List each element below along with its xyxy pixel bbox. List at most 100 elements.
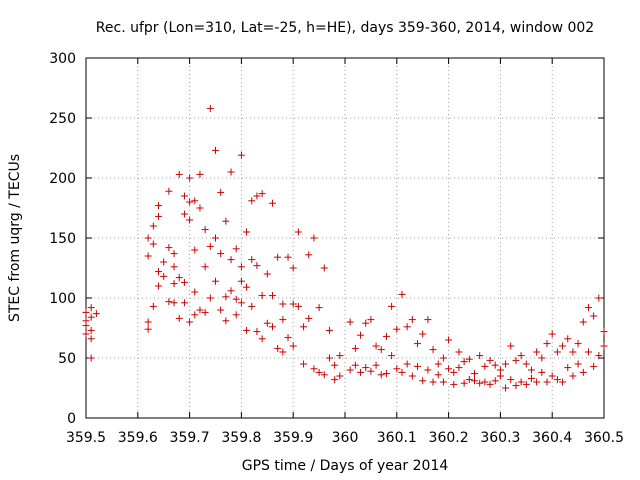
data-point	[584, 348, 592, 356]
data-point	[253, 328, 261, 336]
data-point	[92, 310, 100, 318]
data-point	[227, 287, 235, 295]
data-point	[367, 316, 375, 324]
data-point	[496, 372, 504, 380]
y-axis-label: STEC from uqrg / TECUs	[7, 154, 23, 322]
data-point	[481, 378, 489, 386]
data-point	[284, 334, 292, 342]
data-point	[372, 361, 380, 369]
data-point	[564, 335, 572, 343]
data-point	[196, 204, 204, 212]
data-point	[191, 246, 199, 254]
data-point	[206, 104, 214, 112]
data-point	[502, 360, 510, 368]
data-point	[206, 294, 214, 302]
data-point	[476, 379, 484, 387]
data-point	[533, 378, 541, 386]
data-point	[248, 302, 256, 310]
data-point	[434, 371, 442, 379]
data-point	[382, 370, 390, 378]
y-tick-label: 250	[49, 111, 76, 127]
y-tick-label: 200	[49, 171, 76, 187]
data-point	[155, 202, 163, 210]
data-point	[424, 366, 432, 374]
data-point	[320, 371, 328, 379]
data-point	[289, 342, 297, 350]
data-point	[559, 378, 567, 386]
data-point	[388, 352, 396, 360]
data-point	[491, 361, 499, 369]
data-points	[82, 104, 608, 392]
data-point	[160, 272, 168, 280]
data-point	[517, 352, 525, 360]
data-point	[315, 304, 323, 312]
x-tick-label: 360.2	[429, 430, 469, 446]
data-point	[258, 292, 266, 300]
data-point	[408, 372, 416, 380]
data-point	[263, 319, 271, 327]
data-point	[180, 278, 188, 286]
data-point	[268, 292, 276, 300]
data-point	[149, 302, 157, 310]
data-point	[445, 336, 453, 344]
data-point	[548, 372, 556, 380]
data-point	[351, 361, 359, 369]
data-point	[268, 323, 276, 331]
data-point	[486, 380, 494, 388]
data-point	[538, 368, 546, 376]
y-tick-labels: 0 50 100 150 200 250 300	[49, 51, 76, 427]
data-point	[149, 240, 157, 248]
data-point	[325, 326, 333, 334]
data-point	[362, 364, 370, 372]
data-point	[507, 376, 515, 384]
data-point	[590, 312, 598, 320]
data-point	[289, 264, 297, 272]
data-point	[144, 252, 152, 260]
data-point	[507, 342, 515, 350]
data-point	[357, 331, 365, 339]
data-point	[393, 325, 401, 333]
data-point	[175, 170, 183, 178]
data-point	[471, 370, 478, 378]
data-point	[331, 361, 339, 369]
x-tick-label: 360.4	[532, 430, 572, 446]
data-point	[165, 244, 173, 252]
data-point	[362, 319, 370, 327]
y-tick-label: 150	[49, 231, 76, 247]
data-point	[279, 348, 287, 356]
data-point	[305, 314, 313, 322]
data-point	[243, 326, 251, 334]
data-point	[533, 348, 541, 356]
data-point	[243, 283, 251, 291]
data-point	[253, 192, 261, 200]
data-point	[175, 274, 183, 282]
data-point	[512, 382, 520, 390]
data-point	[294, 302, 302, 310]
data-point	[191, 311, 199, 319]
data-point	[87, 335, 95, 343]
data-point	[294, 228, 302, 236]
data-point	[315, 368, 323, 376]
data-point	[424, 316, 432, 324]
x-tick-label: 360	[332, 430, 359, 446]
data-point	[237, 263, 245, 271]
data-point	[491, 377, 499, 385]
data-point	[439, 378, 447, 386]
data-point	[237, 299, 245, 307]
data-point	[217, 250, 225, 258]
data-point	[274, 344, 282, 352]
data-point	[155, 282, 163, 290]
data-point	[305, 251, 313, 259]
data-point	[227, 168, 235, 176]
data-point	[367, 367, 375, 375]
data-point	[201, 226, 209, 234]
data-point	[600, 328, 608, 336]
data-point	[300, 323, 308, 331]
data-point	[476, 352, 484, 360]
data-point	[403, 323, 411, 331]
data-point	[502, 384, 510, 392]
data-point	[191, 197, 199, 205]
data-point	[439, 354, 447, 362]
data-point	[538, 354, 546, 362]
data-point	[450, 380, 458, 388]
